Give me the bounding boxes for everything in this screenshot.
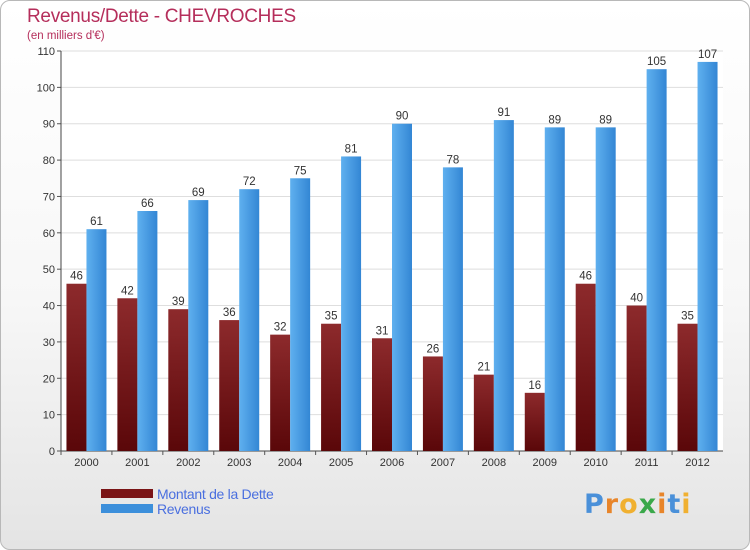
bar-dette [117, 298, 138, 451]
data-label-dette: 31 [376, 325, 389, 337]
data-label-dette: 21 [477, 362, 490, 374]
x-tick-label: 2008 [482, 457, 506, 469]
data-label-revenus: 91 [497, 107, 510, 119]
data-label-dette: 46 [579, 271, 592, 283]
logo-letter: t [667, 489, 682, 520]
x-tick-label: 2007 [431, 457, 455, 469]
bar-revenus [137, 211, 158, 451]
bar-revenus [341, 156, 362, 452]
data-label-revenus: 75 [294, 165, 307, 177]
bar-dette [422, 356, 443, 451]
data-label-revenus: 69 [192, 187, 205, 199]
y-tick-label: 30 [43, 337, 55, 349]
bar-dette [168, 309, 189, 451]
legend-label-revenus: Revenus [157, 500, 211, 517]
x-tick-label: 2005 [329, 457, 353, 469]
x-tick-label: 2002 [176, 457, 200, 469]
legend-item-dette: Montant de la Dette [101, 485, 274, 502]
x-tick-label: 2012 [685, 457, 709, 469]
data-label-revenus: 72 [243, 176, 256, 188]
bar-revenus [86, 229, 107, 451]
bar-revenus [239, 189, 260, 451]
logo-letter: x [638, 489, 658, 520]
logo-letter: o [619, 489, 639, 520]
x-tick-label: 2003 [227, 457, 251, 469]
bar-revenus [697, 61, 718, 452]
data-label-revenus: 78 [447, 154, 460, 166]
bar-dette [473, 374, 494, 451]
legend-swatch-revenus [101, 504, 153, 513]
y-tick-label: 100 [37, 82, 55, 94]
data-label-revenus: 89 [599, 114, 612, 126]
chart-subtitle: (en milliers d'€) [27, 30, 105, 42]
data-label-revenus: 89 [548, 114, 561, 126]
bar-revenus [392, 123, 412, 452]
legend: Montant de la Dette Revenus [101, 485, 274, 517]
y-tick-label: 80 [43, 155, 55, 167]
logo-letter: r [604, 489, 620, 520]
bar-revenus [544, 127, 565, 451]
y-tick-label: 50 [43, 264, 55, 276]
chart-title: Revenus/Dette - CHEVROCHES [27, 6, 296, 27]
data-label-dette: 16 [528, 380, 541, 392]
bar-dette [270, 334, 291, 451]
y-tick-label: 40 [43, 301, 55, 313]
logo-letter: P [584, 489, 605, 520]
data-label-revenus: 107 [698, 49, 717, 61]
y-tick-label: 0 [49, 446, 55, 458]
proxiti-logo: Proxiti [584, 489, 692, 520]
bar-revenus [290, 178, 311, 452]
data-label-revenus: 81 [345, 143, 358, 155]
bar-revenus [493, 120, 514, 451]
bar-revenus [646, 69, 667, 451]
bar-dette [219, 320, 240, 451]
data-label-dette: 36 [223, 307, 236, 319]
bar-revenus [442, 167, 463, 451]
data-label-dette: 40 [630, 293, 643, 305]
data-label-revenus: 66 [141, 198, 154, 210]
y-tick-label: 70 [43, 191, 55, 203]
data-label-revenus: 90 [396, 111, 409, 123]
bar-dette [575, 283, 596, 451]
data-label-dette: 35 [325, 311, 338, 323]
data-label-dette: 26 [427, 343, 440, 355]
bar-revenus [188, 200, 209, 451]
logo-letter: i [681, 489, 692, 520]
data-label-dette: 46 [70, 271, 83, 283]
bar-dette [321, 323, 342, 451]
y-tick-label: 110 [37, 46, 55, 58]
y-tick-label: 20 [43, 373, 55, 385]
logo-letter: i [657, 489, 668, 520]
x-tick-label: 2006 [380, 457, 404, 469]
data-label-dette: 35 [681, 311, 694, 323]
x-tick-label: 2010 [583, 457, 607, 469]
legend-label-dette: Montant de la Dette [157, 485, 274, 502]
x-tick-label: 2011 [635, 457, 659, 469]
bar-revenus [595, 127, 616, 451]
x-tick-label: 2004 [278, 457, 302, 469]
x-tick-label: 2000 [74, 457, 98, 469]
x-tick-label: 2009 [533, 457, 557, 469]
y-tick-label: 60 [43, 228, 55, 240]
bar-dette [372, 338, 392, 451]
data-label-revenus: 61 [90, 216, 103, 228]
bar-dette [626, 305, 647, 451]
bar-dette [524, 392, 545, 451]
legend-swatch-dette [101, 489, 153, 498]
data-label-dette: 32 [274, 322, 287, 334]
data-label-dette: 42 [121, 285, 134, 297]
bar-dette [677, 323, 698, 451]
data-label-dette: 39 [172, 296, 185, 308]
y-tick-label: 90 [43, 119, 55, 131]
x-tick-label: 2001 [125, 457, 149, 469]
data-label-revenus: 105 [647, 56, 666, 68]
bar-dette [66, 283, 87, 451]
legend-item-revenus: Revenus [101, 500, 274, 517]
y-tick-label: 10 [43, 410, 55, 422]
